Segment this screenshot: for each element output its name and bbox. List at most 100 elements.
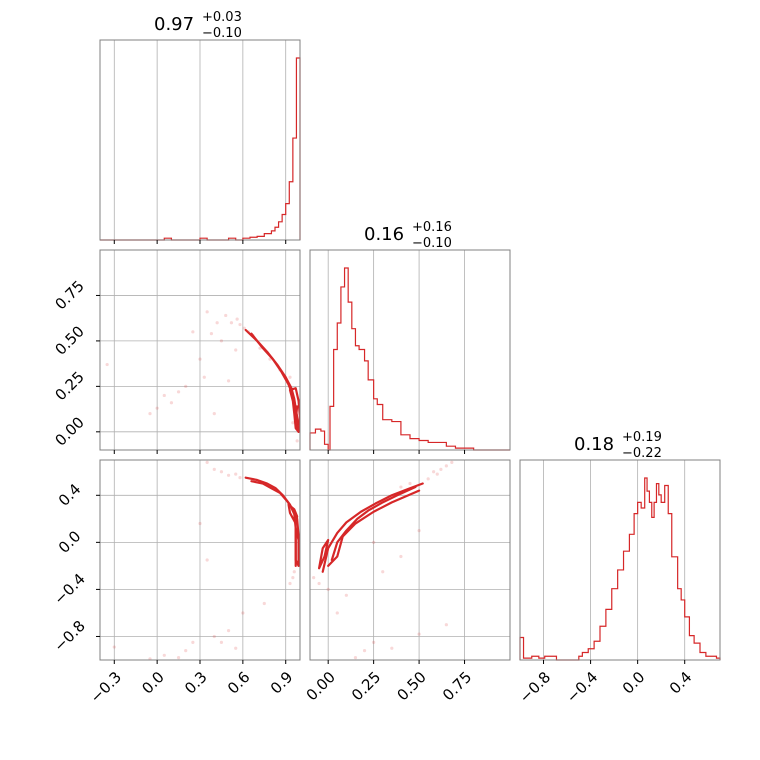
sample-point [362,648,367,653]
param-err-minus-2: −0.22 [622,446,662,461]
x-tick-label: 0.0 [138,668,168,698]
panel-frame [309,459,511,661]
y-tick-label: −0.8 [50,617,88,655]
sample-point [184,384,188,388]
scatter-panel-0-2 [96,455,301,664]
sample-point [234,472,238,476]
histogram-2 [519,477,721,661]
sample-point [335,611,339,615]
contour-line [327,489,421,567]
y-tick-label: 0.75 [51,277,87,313]
sample-point [105,362,109,367]
sample-point [205,558,209,562]
sample-point [417,528,421,533]
sample-point [288,375,292,379]
sample-point [235,317,239,321]
x-tick-label: 0.6 [224,668,254,698]
param-err-plus-2: +0.19 [622,430,662,445]
sample-point [417,632,421,636]
sample-point [291,576,295,580]
sample-point [258,346,262,350]
x-tick-label: 0.0 [619,668,649,698]
x-tick-label: 0.50 [393,668,429,704]
param-err-minus-1: −0.10 [412,236,452,251]
scatter-panel-1-2 [309,459,511,664]
sample-point [198,521,202,526]
sample-point [224,313,228,318]
y-tick-label: 0.4 [55,480,85,510]
param-err-minus-0: −0.10 [202,26,242,41]
sample-point [198,455,201,458]
y-tick-label: −0.4 [50,570,88,608]
sample-point [191,330,195,334]
sample-point [312,576,316,580]
contour-line [330,485,417,562]
sample-point [205,460,209,464]
sample-point [219,640,224,644]
sample-point [226,379,231,383]
sample-point [450,460,454,464]
contour-line [288,387,300,433]
sample-point [162,653,166,657]
panel-frame [309,249,511,451]
x-tick-label: −0.4 [563,668,601,706]
x-tick-label: 0.25 [348,668,384,704]
x-tick-label: 0.3 [181,668,211,698]
sample-point [317,581,321,586]
sample-point [234,646,238,650]
x-tick-label: 0.00 [303,668,339,704]
contour-line [250,332,300,426]
x-tick-label: 0.9 [267,668,297,698]
sample-point [439,467,443,472]
sample-point [112,645,116,649]
sample-point [399,485,403,489]
sample-point [241,611,245,615]
hist-panel-2: 0.18 +0.19−0.22 [519,430,721,664]
sample-point [242,326,246,330]
sample-point [234,348,238,352]
panel-frame [519,459,721,661]
sample-point [238,322,242,327]
sample-point [381,570,385,574]
sample-point [219,470,224,474]
sample-point [212,467,216,472]
x-tick-label: 0.75 [439,668,475,704]
contour-line [287,503,299,525]
sample-point [344,593,348,597]
sample-point [198,357,202,361]
y-tick-label: 0.25 [51,368,87,404]
contour-line [244,328,300,433]
hist-panel-0: 0.97 +0.03−0.10 [99,10,301,244]
y-tick-label: 0.50 [51,322,87,358]
y-tick-label: 0.0 [55,527,85,557]
sample-point [226,628,231,633]
sample-point [426,477,430,481]
sample-point [353,656,358,660]
sample-point [226,473,231,477]
sample-point [372,540,376,544]
x-tick-label: −0.3 [87,668,125,706]
sample-point [444,464,448,468]
sample-point [155,406,159,410]
sample-point [399,554,403,559]
sample-point [176,390,181,394]
sample-point [176,656,181,660]
contour-line [293,405,299,423]
param-title-2: 0.18 [574,434,614,455]
sample-point [148,657,152,660]
sample-point [215,321,219,325]
x-tick-label: −0.8 [516,668,554,706]
sample-point [229,321,234,325]
sample-point [372,640,376,644]
param-title-1: 0.16 [364,224,404,245]
sample-point [212,634,216,639]
param-err-plus-1: +0.16 [412,220,452,235]
contour-line [244,476,297,567]
contour-line [294,527,300,567]
contour-line [250,480,300,562]
contour-line [321,482,424,573]
sample-point [205,310,209,314]
contour-line [317,538,330,570]
sample-point [326,587,330,592]
